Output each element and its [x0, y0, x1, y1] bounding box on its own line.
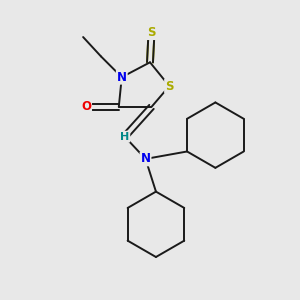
Text: N: N [117, 71, 127, 84]
Text: H: H [120, 132, 129, 142]
Text: O: O [81, 100, 91, 113]
Text: S: S [165, 80, 174, 93]
Text: S: S [147, 26, 156, 39]
Text: N: N [140, 152, 151, 165]
